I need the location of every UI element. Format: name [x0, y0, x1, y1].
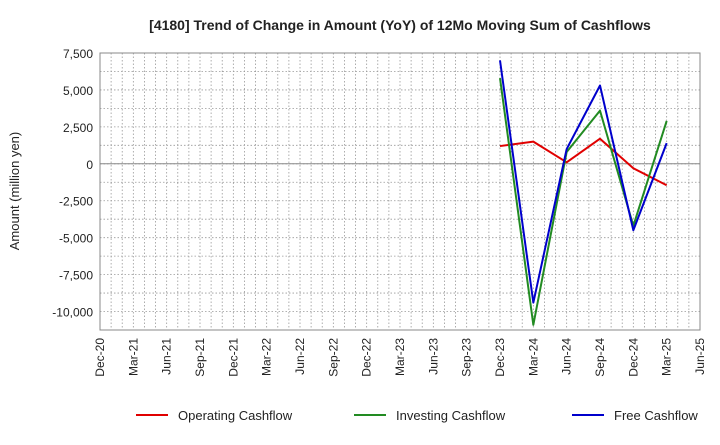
- x-tick-label: Sep-22: [326, 338, 340, 377]
- y-tick-label: 2,500: [63, 121, 93, 135]
- investing-cashflow-legend-label: Investing Cashflow: [396, 408, 506, 423]
- x-tick-label: Dec-21: [226, 338, 240, 377]
- legend: Operating Cashflow Investing Cashflow Free…: [136, 408, 698, 423]
- x-tick-label: Jun-22: [293, 338, 307, 375]
- plot-frame: [99, 52, 701, 331]
- x-tick-label: Jun-25: [693, 338, 707, 375]
- x-tick-label: Jun-21: [160, 338, 174, 375]
- y-axis-label: Amount (million yen): [7, 132, 22, 251]
- x-tick-label: Sep-23: [460, 338, 474, 377]
- y-tick-label: -10,000: [52, 306, 93, 320]
- y-tick-label: 7,500: [63, 47, 93, 61]
- x-tick-label: Dec-22: [360, 338, 374, 377]
- x-tick-label: Sep-24: [593, 338, 607, 377]
- x-tick-label: Mar-21: [126, 338, 140, 376]
- y-tick-label: 0: [86, 158, 93, 172]
- x-tick-label: Mar-23: [393, 338, 407, 376]
- x-tick-label: Mar-24: [526, 338, 540, 376]
- operating-cashflow-line: [499, 137, 668, 187]
- x-tick-label: Jun-23: [426, 338, 440, 375]
- y-tick-label: -5,000: [59, 232, 93, 246]
- y-tick-label: 5,000: [63, 84, 93, 98]
- operating-cashflow-legend-label: Operating Cashflow: [178, 408, 293, 423]
- plot-area: 7,500 5,000 2,500 0 -2,500 -5,000 -7,500 -10,00…: [52, 47, 707, 377]
- x-tick-label: Dec-24: [626, 338, 640, 377]
- investing-cashflow-line: [499, 77, 668, 326]
- x-tick-label: Dec-23: [493, 338, 507, 377]
- free-cashflow-line: [499, 60, 668, 304]
- y-tick-label: -2,500: [59, 195, 93, 209]
- x-tick-label: Dec-20: [93, 338, 107, 377]
- x-tick-label: Sep-21: [193, 338, 207, 377]
- y-tick-label: -7,500: [59, 269, 93, 283]
- x-tick-label: Jun-24: [560, 338, 574, 375]
- x-tick-label: Mar-22: [260, 338, 274, 376]
- free-cashflow-legend-label: Free Cashflow: [614, 408, 698, 423]
- chart-title: [4180] Trend of Change in Amount (YoY) o…: [149, 17, 651, 33]
- x-tick-label: Mar-25: [660, 338, 674, 376]
